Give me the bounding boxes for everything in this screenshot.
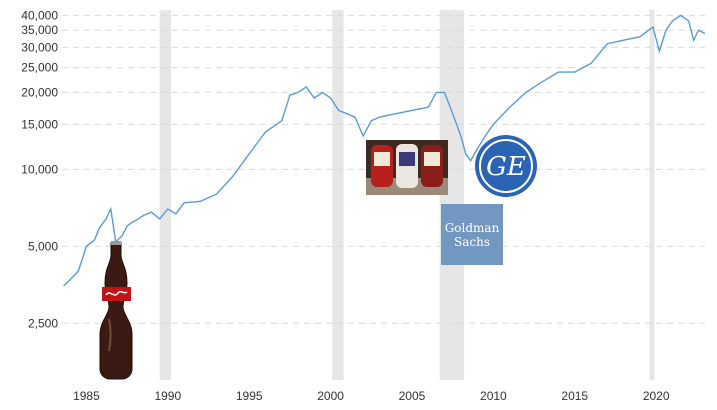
general-electric-logo: GE [475,135,537,197]
y-axis-tick-labels: 2,500 5,000 10,000 15,000 20,000 25,000 30,000… [21,8,58,330]
goldman-sachs-logo: Goldman Sachs [441,204,503,265]
heinz-bottles-logo [366,140,448,195]
x-tick-label: 2015 [561,389,588,403]
recession-band [649,10,655,380]
y-tick-label: 2,500 [28,316,58,330]
y-tick-label: 5,000 [28,239,58,253]
x-axis-tick-labels: 1985 1990 1995 2000 2005 2010 2015 2020 [73,389,670,403]
y-tick-label: 15,000 [21,117,58,131]
y-tick-label: 30,000 [21,40,58,54]
recession-band [332,10,344,380]
x-tick-label: 2010 [480,389,507,403]
x-tick-label: 1995 [236,389,263,403]
y-tick-label: 35,000 [21,23,58,37]
svg-text:GE: GE [486,152,526,182]
svg-text:Goldman: Goldman [445,221,500,235]
y-tick-label: 20,000 [21,85,58,99]
series-line [63,14,706,287]
x-tick-label: 1990 [154,389,181,403]
x-tick-label: 2000 [317,389,344,403]
y-tick-label: 10,000 [21,162,58,176]
x-tick-label: 2020 [643,389,670,403]
coca-cola-bottle-logo [99,241,133,380]
y-tick-label: 40,000 [21,8,58,22]
x-tick-label: 2005 [399,389,426,403]
recession-band [159,10,172,380]
x-tick-label: 1985 [73,389,100,403]
svg-text:Sachs: Sachs [454,235,490,249]
y-tick-label: 25,000 [21,61,58,75]
